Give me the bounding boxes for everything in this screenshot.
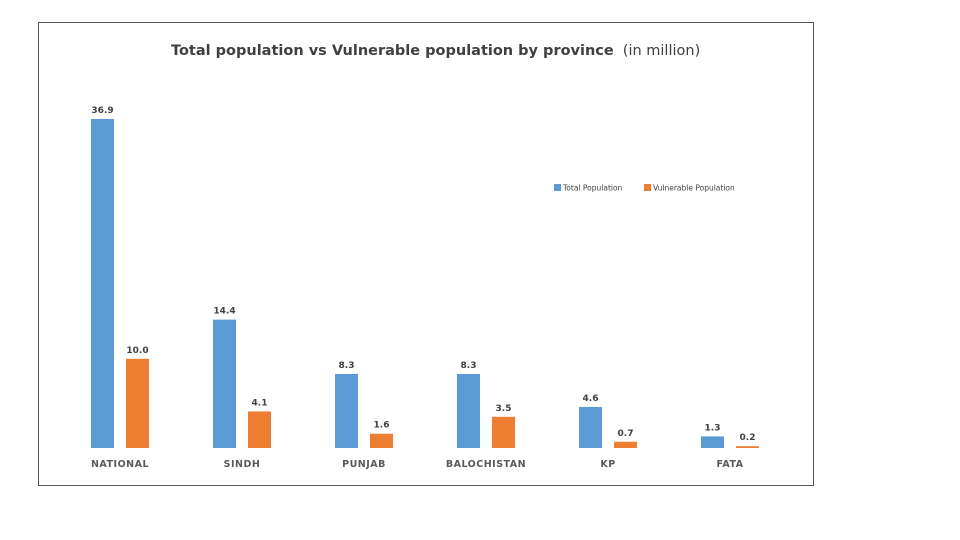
category-label-fata: FATA: [716, 459, 743, 470]
data-label-total-national: 36.9: [91, 106, 113, 116]
bar-vulnerable-sindh: [248, 411, 271, 448]
bar-total-national: [91, 119, 114, 448]
bar-total-fata: [701, 436, 724, 448]
data-label-vulnerable-national: 10.0: [126, 346, 148, 356]
data-label-vulnerable-punjab: 1.6: [374, 421, 390, 431]
legend-label-total: Total Population: [562, 184, 623, 193]
bar-vulnerable-national: [126, 358, 149, 448]
category-labels-layer: NATIONAL SINDH PUNJAB BALOCHISTAN KP FATA: [91, 459, 743, 470]
category-label-balochistan: BALOCHISTAN: [446, 459, 526, 470]
category-label-kp: KP: [600, 459, 615, 470]
legend-swatch-total: [554, 184, 561, 191]
data-label-total-punjab: 8.3: [339, 361, 355, 371]
bar-vulnerable-fata: [736, 446, 759, 448]
data-label-vulnerable-balochistan: 3.5: [496, 404, 512, 414]
bar-total-sindh: [213, 319, 236, 448]
chart-title-main: Total population vs Vulnerable populatio…: [171, 43, 614, 59]
bar-vulnerable-balochistan: [492, 416, 515, 448]
bar-vulnerable-kp: [614, 441, 637, 448]
data-label-vulnerable-kp: 0.7: [618, 429, 634, 439]
chart-frame: Total population vs Vulnerable populatio…: [38, 22, 814, 486]
data-label-total-fata: 1.3: [705, 423, 721, 433]
bar-total-balochistan: [457, 373, 480, 448]
chart-title: Total population vs Vulnerable populatio…: [171, 43, 700, 59]
category-label-sindh: SINDH: [224, 459, 261, 470]
bar-chart: Total population vs Vulnerable populatio…: [91, 43, 759, 470]
data-labels-layer: 36.9 10.0 14.4 4.1 8.3 1.6 8.3 3.5 4.6 0.7 1.3 0.2: [91, 106, 755, 443]
data-label-vulnerable-sindh: 4.1: [252, 398, 268, 408]
category-label-national: NATIONAL: [91, 459, 149, 470]
legend-label-vulnerable: Vulnerable Population: [653, 184, 735, 193]
data-label-total-kp: 4.6: [583, 394, 599, 404]
chart-title-unit: (in million): [623, 43, 700, 59]
legend-swatch-vulnerable: [644, 184, 651, 191]
bar-total-punjab: [335, 373, 358, 448]
data-label-total-balochistan: 8.3: [461, 361, 477, 371]
category-label-punjab: PUNJAB: [342, 459, 386, 470]
legend: Total Population Vulnerable Population: [554, 184, 735, 193]
bar-total-kp: [579, 406, 602, 448]
data-label-vulnerable-fata: 0.2: [740, 433, 756, 443]
bar-vulnerable-punjab: [370, 433, 393, 448]
bars-layer: [91, 119, 759, 448]
data-label-total-sindh: 14.4: [213, 307, 235, 317]
